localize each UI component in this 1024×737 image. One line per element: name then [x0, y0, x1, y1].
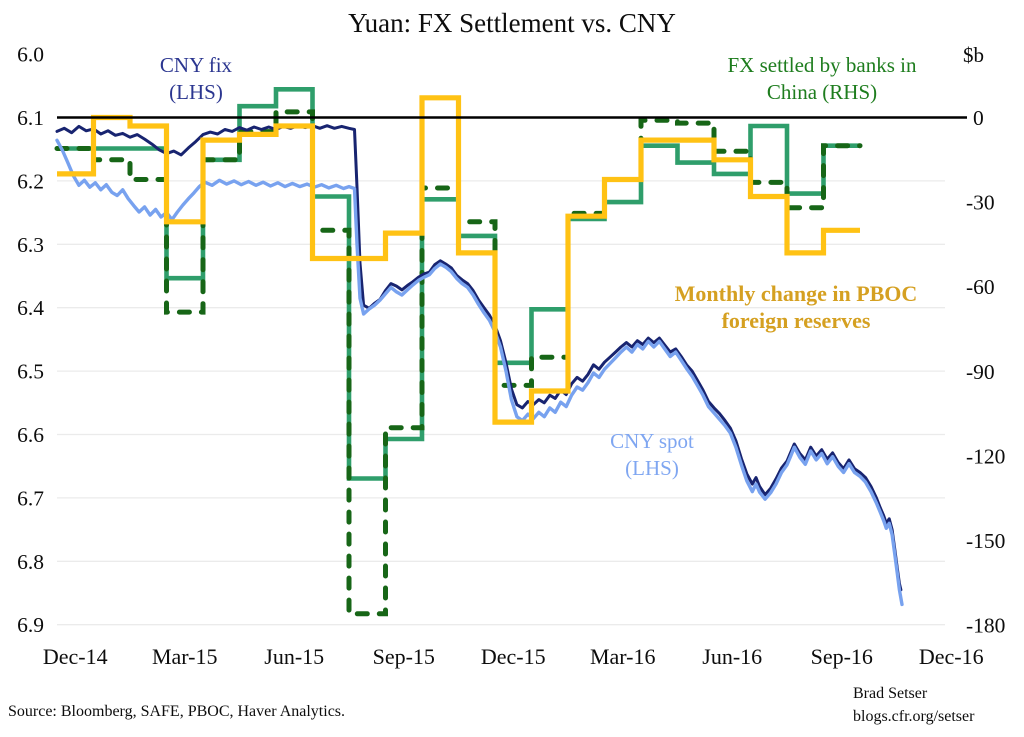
x-tick-Mar-16: Mar-16 — [590, 644, 656, 669]
left-tick-6.2: 6.2 — [17, 169, 44, 193]
fx-settled-dashed — [54, 109, 863, 617]
left-tick-6.5: 6.5 — [17, 360, 44, 384]
legend-cny-spot: CNY spot (LHS) — [552, 428, 752, 482]
x-tick-Dec-15: Dec-15 — [481, 644, 546, 669]
right-tick--60: -60 — [966, 275, 995, 299]
right-tick--180: -180 — [966, 614, 1005, 638]
legend-fx-settled: FX settled by banks in China (RHS) — [668, 52, 976, 106]
legend-cny-spot-line1: CNY spot — [610, 429, 694, 453]
legend-reserves-line2: foreign reserves — [721, 308, 871, 334]
right-axis-ticks: 0 -30 -60 -90 -120 -150 -180 — [966, 106, 1005, 638]
fx-settled-dashed-line — [54, 109, 863, 617]
x-tick-Sep-16: Sep-16 — [811, 644, 873, 669]
author-name: Brad Setser — [853, 685, 928, 702]
left-tick-6.3: 6.3 — [17, 233, 44, 257]
right-tick--150: -150 — [966, 529, 1005, 553]
legend-cny-fix: CNY fix (LHS) — [96, 52, 296, 106]
reserves-line — [57, 95, 860, 425]
x-tick-Mar-15: Mar-15 — [152, 644, 218, 669]
legend-cny-spot-line2: (LHS) — [625, 455, 679, 480]
source-note: Source: Bloomberg, SAFE, PBOC, Haver Ana… — [8, 703, 346, 720]
x-axis-ticks: Dec-14 Mar-15 Jun-15 Sep-15 Dec-15 Mar-16 Jun-… — [43, 644, 984, 669]
chart-title: Yuan: FX Settlement vs. CNY — [348, 8, 676, 38]
legend-fx-settled-line1: FX settled by banks in — [727, 53, 917, 77]
left-tick-6.1: 6.1 — [17, 106, 44, 130]
left-tick-6.7: 6.7 — [17, 486, 44, 510]
right-tick-0: 0 — [973, 106, 984, 130]
reserves — [57, 95, 860, 425]
cny-spot — [55, 138, 904, 607]
right-axis-unit: $b — [963, 43, 984, 67]
right-tick--90: -90 — [966, 360, 995, 384]
right-tick--30: -30 — [966, 191, 995, 215]
left-tick-6.6: 6.6 — [17, 423, 44, 447]
legend-fx-settled-line2: China (RHS) — [766, 79, 878, 104]
left-tick-6.8: 6.8 — [17, 550, 44, 574]
left-axis-ticks: 6.0 6.1 6.2 6.3 6.4 6.5 6.6 6.7 6.8 6.9 — [17, 43, 44, 638]
x-tick-Dec-14: Dec-14 — [43, 644, 108, 669]
x-tick-Jun-16: Jun-16 — [702, 644, 762, 669]
cny-spot-line — [55, 138, 904, 607]
left-tick-6.9: 6.9 — [17, 613, 44, 637]
legend-cny-fix-line1: CNY fix — [159, 53, 233, 77]
left-tick-6.0: 6.0 — [17, 43, 44, 67]
left-tick-6.4: 6.4 — [17, 296, 44, 320]
right-tick--120: -120 — [966, 444, 1005, 468]
gridlines — [57, 180, 945, 626]
x-tick-Dec-16: Dec-16 — [919, 644, 984, 669]
x-tick-Sep-15: Sep-15 — [373, 644, 435, 669]
legend-reserves-line1: Monthly change in PBOC — [674, 281, 918, 306]
legend-reserves: Monthly change in PBOC foreign reserves — [640, 280, 952, 335]
x-tick-Jun-15: Jun-15 — [264, 644, 324, 669]
author-url: blogs.cfr.org/setser — [853, 707, 975, 725]
author-credit: Brad Setser blogs.cfr.org/setser — [853, 683, 1023, 728]
legend-cny-fix-line2: (LHS) — [169, 79, 223, 104]
